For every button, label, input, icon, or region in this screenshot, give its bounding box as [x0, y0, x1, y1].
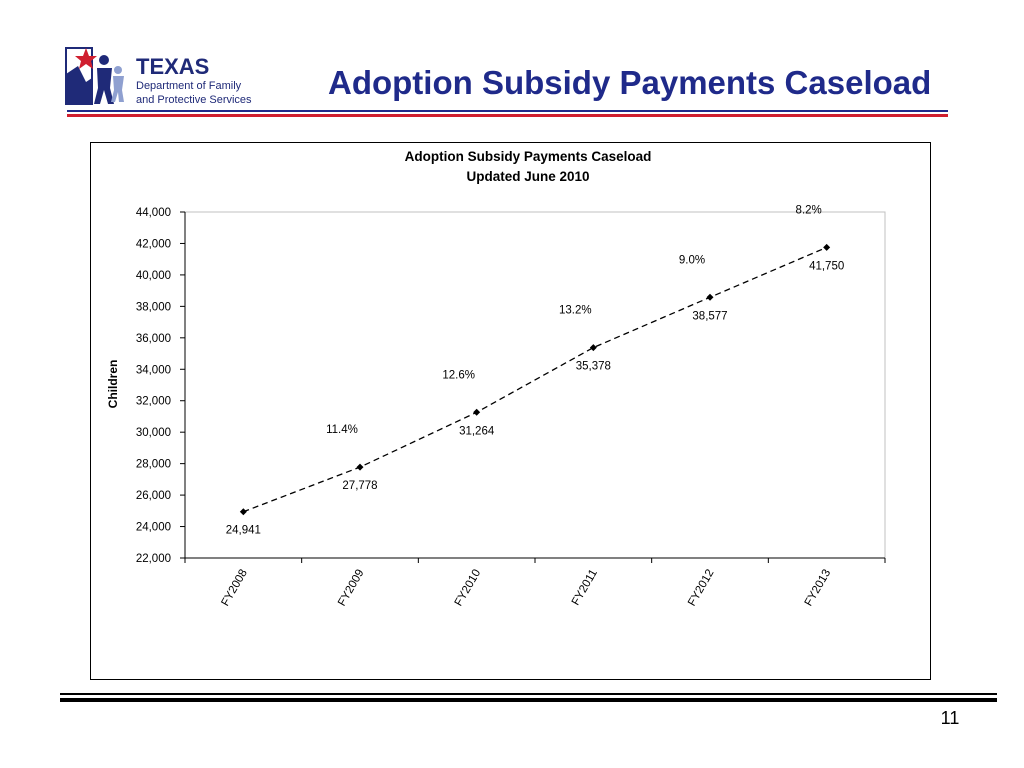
- y-tick-label: 24,000: [136, 522, 171, 534]
- x-tick-label: FY2012: [686, 568, 717, 609]
- header-rule-blue: [67, 110, 948, 112]
- data-point: [706, 293, 714, 301]
- data-point: [473, 408, 481, 416]
- x-tick-label: FY2009: [336, 568, 367, 609]
- y-tick-label: 34,000: [136, 364, 171, 376]
- y-tick-label: 42,000: [136, 238, 171, 250]
- y-tick-label: 30,000: [136, 427, 171, 439]
- dfps-logo: TEXAS Department of Family and Protectiv…: [65, 47, 252, 106]
- chart-subtitle: Updated June 2010: [466, 169, 589, 184]
- x-tick-label: FY2011: [570, 568, 600, 608]
- footer-rule-thin: [60, 693, 997, 695]
- y-tick-label: 38,000: [136, 301, 171, 313]
- data-label: 35,378: [576, 361, 611, 373]
- growth-label: 12.6%: [442, 369, 475, 381]
- data-point: [589, 344, 597, 352]
- data-label: 31,264: [459, 425, 495, 437]
- chart-frame: Adoption Subsidy Payments Caseload Updat…: [90, 142, 931, 680]
- plot-area: [184, 211, 886, 559]
- logo-text-services: and Protective Services: [136, 94, 252, 106]
- header-rule-red: [67, 114, 948, 117]
- y-axis-label: Children: [106, 360, 120, 409]
- y-tick-label: 44,000: [136, 207, 171, 219]
- x-tick-label: FY2013: [803, 568, 834, 609]
- logo-text-texas: TEXAS: [136, 54, 209, 79]
- logo-emblem: [65, 47, 124, 105]
- chart-title: Adoption Subsidy Payments Caseload: [405, 149, 652, 164]
- data-label: 41,750: [809, 260, 844, 272]
- growth-label: 9.0%: [679, 254, 705, 266]
- y-tick-label: 26,000: [136, 490, 171, 502]
- growth-label: 11.4%: [326, 424, 358, 436]
- data-label: 38,577: [692, 310, 727, 322]
- y-tick-label: 28,000: [136, 459, 171, 471]
- data-point: [823, 243, 831, 251]
- y-tick-label: 40,000: [136, 270, 171, 282]
- growth-label: 8.2%: [796, 204, 822, 216]
- x-tick-label: FY2008: [219, 568, 250, 609]
- page-number: 11: [940, 708, 960, 728]
- growth-label: 13.2%: [559, 305, 592, 317]
- x-tick-label: FY2010: [453, 568, 484, 609]
- footer-rule-thick: [60, 698, 997, 702]
- data-label: 27,778: [342, 480, 377, 492]
- y-tick-label: 22,000: [136, 553, 171, 565]
- data-point: [239, 508, 247, 516]
- data-label: 24,941: [226, 525, 261, 537]
- y-tick-label: 36,000: [136, 333, 171, 345]
- series-line: [243, 246, 827, 513]
- slide-title: Adoption Subsidy Payments Caseload: [328, 64, 932, 101]
- data-point: [356, 463, 364, 471]
- caseload-chart: Adoption Subsidy Payments Caseload Updat…: [106, 149, 886, 609]
- y-tick-label: 32,000: [136, 396, 171, 408]
- logo-text-department: Department of Family: [136, 80, 242, 92]
